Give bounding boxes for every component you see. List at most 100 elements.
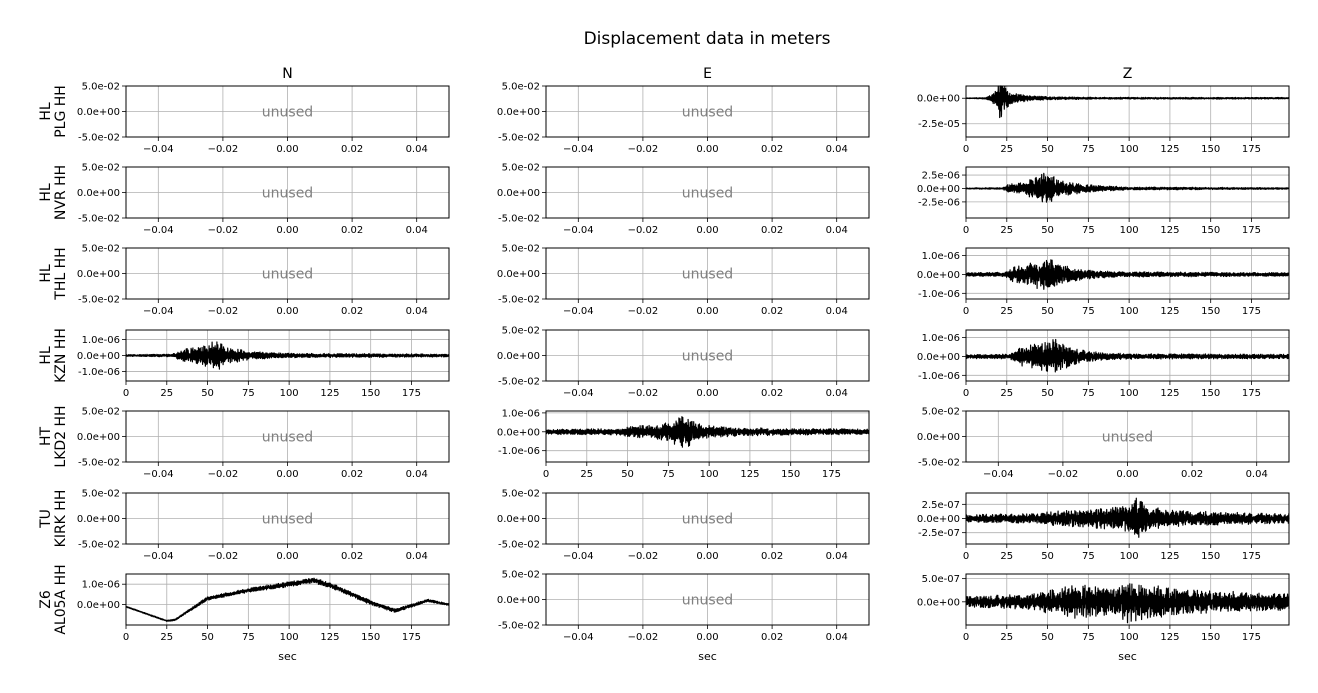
x-tick-label: −0.02	[1048, 469, 1079, 480]
axes-frame	[125, 573, 450, 626]
x-tick-label: 75	[1082, 388, 1095, 399]
station-label-line: HT	[38, 427, 54, 447]
station-label-line: KZN HH	[53, 328, 69, 383]
y-tick-label: 2.5e-07	[922, 500, 960, 511]
y-tick-label: 1.0e-06	[82, 335, 120, 346]
y-tick-label: -5.0e-02	[78, 295, 120, 306]
x-tick-label: 0.00	[696, 225, 718, 236]
waveform-trace	[965, 497, 1290, 538]
station-label-3: HLKZN HH	[38, 328, 69, 383]
x-tick-label: 0.02	[761, 144, 783, 155]
x-tick-label: −0.04	[983, 469, 1014, 480]
unused-label: unused	[682, 593, 733, 609]
station-label-line: HL	[38, 102, 54, 121]
y-tick-label: -2.5e-07	[918, 528, 960, 539]
waveform-trace	[125, 577, 450, 622]
panel-z-row-5: 0 25 50 75 100 125 150 175 2.5e-07 0.0e+00 -2.5e-0…	[917, 492, 1290, 562]
x-tick-label: 50	[1041, 632, 1054, 643]
axes-frame	[545, 410, 870, 463]
panel-n-row-3: 0 25 50 75 100 125 150 175 1.0e-06 0.0e+00 -1.0e-0…	[77, 329, 450, 399]
station-label-0: HLPLG HH	[38, 85, 69, 138]
panel-e-row-0: unused −0.04 −0.02 0.00 0.02 0.04 5.0e-02 0.0e+…	[497, 82, 870, 155]
x-tick-label: 100	[1120, 388, 1139, 399]
x-tick-label: 50	[1041, 306, 1054, 317]
x-tick-label: −0.02	[628, 144, 659, 155]
x-tick-label: 50	[1041, 144, 1054, 155]
x-tick-label: −0.02	[208, 306, 239, 317]
y-tick-label: 0.0e+00	[917, 352, 960, 363]
x-tick-label: 0.02	[1181, 469, 1203, 480]
x-tick-label: 0	[543, 469, 549, 480]
panel-e-row-4: 0 25 50 75 100 125 150 175 1.0e-06 0.0e+00 -1.0e-0…	[497, 408, 870, 480]
x-tick-label: 0.00	[696, 306, 718, 317]
x-tick-label: 0.02	[341, 306, 363, 317]
unused-label: unused	[262, 267, 313, 283]
x-tick-label: 175	[1242, 551, 1261, 562]
y-tick-label: -5.0e-02	[78, 458, 120, 469]
waveform-trace	[965, 172, 1290, 203]
x-tick-label: 175	[402, 388, 421, 399]
x-tick-label: 0.04	[406, 144, 428, 155]
waveform-trace	[965, 338, 1290, 373]
x-tick-label: 175	[1242, 144, 1261, 155]
station-label-line: NVR HH	[53, 165, 69, 220]
x-tick-label: 75	[242, 388, 255, 399]
panel-z-row-1: 0 25 50 75 100 125 150 175 2.5e-06 0.0e+00 -2.5e-0…	[917, 166, 1290, 236]
y-tick-label: -5.0e-02	[78, 214, 120, 225]
unused-label: unused	[682, 512, 733, 528]
x-tick-label: −0.04	[563, 632, 594, 643]
panel-n-row-0: unused −0.04 −0.02 0.00 0.02 0.04 5.0e-02 0.0e+…	[77, 82, 450, 155]
y-tick-label: 0.0e+00	[497, 427, 540, 438]
x-tick-label: 0.04	[826, 225, 848, 236]
x-tick-label: 0	[963, 225, 969, 236]
x-tick-label: −0.04	[563, 144, 594, 155]
figure-title: Displacement data in meters	[584, 29, 831, 49]
station-label-text: HLNVR HH	[38, 165, 69, 220]
x-tick-label: −0.02	[628, 225, 659, 236]
y-tick-label: 1.0e-06	[502, 408, 540, 419]
x-tick-label: 0.00	[276, 306, 298, 317]
x-tick-label: 150	[1201, 632, 1220, 643]
x-tick-label: 25	[1000, 306, 1013, 317]
panel-z-row-2: 0 25 50 75 100 125 150 175 1.0e-06 0.0e+00 -1.0e-0…	[917, 247, 1290, 317]
y-tick-label: 5.0e-02	[502, 570, 540, 581]
y-tick-label: 0.0e+00	[77, 600, 120, 611]
y-tick-label: 0.0e+00	[917, 184, 960, 195]
column-title-n: N	[282, 66, 292, 82]
waveform-trace	[965, 583, 1290, 624]
x-tick-label: 100	[1120, 551, 1139, 562]
x-tick-label: 25	[160, 632, 173, 643]
y-tick-label: 0.0e+00	[917, 597, 960, 608]
x-tick-label: 175	[1242, 632, 1261, 643]
station-label-line: LKD2 HH	[53, 405, 69, 467]
station-label-line: PLG HH	[53, 85, 69, 138]
station-label-text: HLTHL HH	[38, 247, 69, 300]
x-tick-label: −0.02	[208, 469, 239, 480]
x-tick-label: 0	[963, 632, 969, 643]
y-tick-label: 0.0e+00	[497, 269, 540, 280]
x-tick-label: −0.02	[208, 225, 239, 236]
x-tick-label: 0	[963, 388, 969, 399]
y-tick-label: 5.0e-02	[502, 163, 540, 174]
y-tick-label: 0.0e+00	[497, 514, 540, 525]
column-title-e: E	[703, 66, 712, 82]
axes-frame	[965, 166, 1290, 219]
column-title-z: Z	[1123, 66, 1133, 82]
station-label-5: TUKIRK HH	[38, 490, 69, 548]
x-tick-label: 150	[1201, 225, 1220, 236]
x-tick-label: 0.00	[1116, 469, 1138, 480]
x-tick-label: 0.04	[826, 551, 848, 562]
x-tick-label: −0.02	[208, 144, 239, 155]
x-tick-label: 0.00	[696, 551, 718, 562]
x-tick-label: −0.04	[143, 225, 174, 236]
x-tick-label: −0.04	[563, 388, 594, 399]
x-axis-label: sec	[698, 650, 717, 663]
panel-z-row-3: 0 25 50 75 100 125 150 175 1.0e-06 0.0e+00 -1.0e-0…	[917, 329, 1290, 399]
x-tick-label: 0.02	[761, 551, 783, 562]
x-tick-label: 0.02	[761, 388, 783, 399]
x-tick-label: −0.04	[143, 469, 174, 480]
y-tick-label: 2.5e-06	[922, 171, 960, 182]
unused-label: unused	[682, 267, 733, 283]
station-label-text: HLKZN HH	[38, 328, 69, 383]
